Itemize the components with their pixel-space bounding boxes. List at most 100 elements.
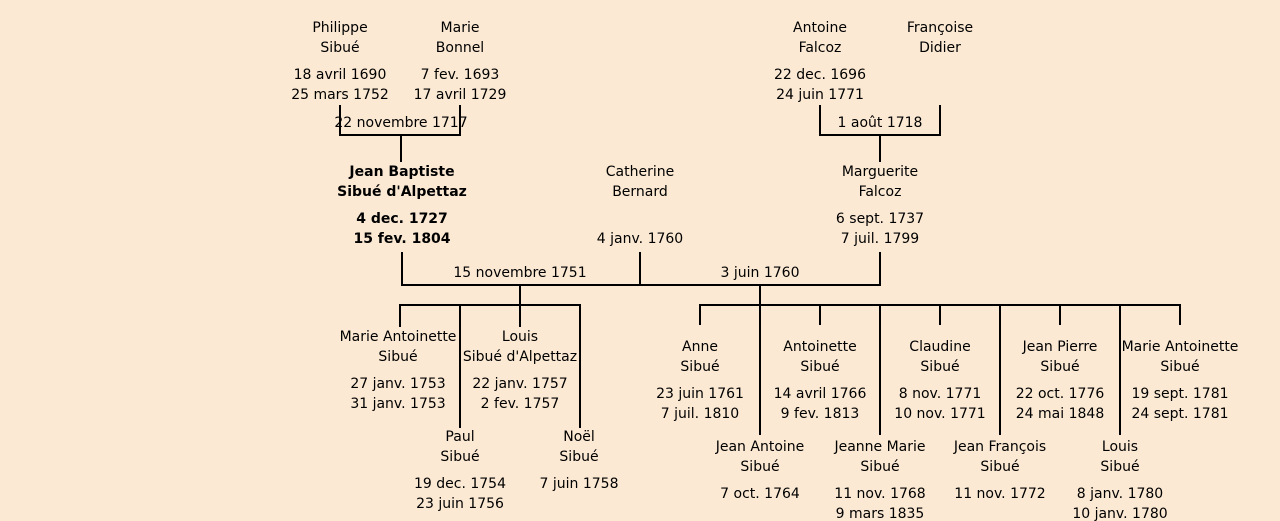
person-name: Louis (501, 329, 539, 345)
connector-line (999, 304, 1001, 435)
person-francoise-didier: Françoise Didier (907, 18, 973, 58)
birth-date: 7 fev. 1693 (420, 67, 500, 83)
person-name: Marguerite (841, 164, 919, 180)
birth-date: 22 oct. 1776 (1015, 386, 1105, 402)
spacer (340, 367, 457, 374)
person-surname: Sibué d'Alpettaz (462, 349, 578, 365)
person-claudine-sibue: Claudine Sibué 8 nov. 1771 10 nov. 1771 (894, 337, 985, 424)
person-surname: Sibué (1040, 359, 1080, 375)
connector-line (879, 304, 881, 435)
death-date: 23 juin 1756 (416, 496, 504, 512)
person-surname: Sibué (378, 349, 418, 365)
death-date (716, 504, 805, 521)
person-marie-antoinette-sibue-1753: Marie Antoinette Sibué 27 janv. 1753 31 … (340, 327, 457, 414)
person-surname: Falcoz (798, 40, 842, 56)
person-surname: Sibué (559, 449, 599, 465)
birth-date: 19 sept. 1781 (1131, 386, 1229, 402)
person-name: Jean Baptiste (349, 164, 455, 180)
person-jean-pierre-sibue: Jean Pierre Sibué 22 oct. 1776 24 mai 18… (1016, 337, 1105, 424)
birth-date: 11 nov. 1768 (834, 486, 926, 502)
person-surname: Sibué (1100, 459, 1140, 475)
spacer (463, 367, 577, 374)
person-surname: Sibué (980, 459, 1020, 475)
connector-line (939, 105, 941, 135)
birth-date: 8 nov. 1771 (898, 386, 982, 402)
person-jean-francois-sibue: Jean François Sibué 11 nov. 1772 (954, 437, 1046, 521)
birth-date: 22 janv. 1757 (472, 376, 568, 392)
person-name: Jean Antoine (715, 439, 805, 455)
person-surname: Sibué (1160, 359, 1200, 375)
marriage-date-philippe-marie: 22 novembre 1717 (334, 115, 468, 131)
person-name: Marie Antoinette (1121, 339, 1239, 355)
person-name: Marie Antoinette (339, 329, 457, 345)
person-surname: Falcoz (858, 184, 902, 200)
person-name: Jean Pierre (1022, 339, 1098, 355)
birth-date: 14 avril 1766 (773, 386, 867, 402)
person-name: Catherine (605, 164, 675, 180)
death-date: 25 mars 1752 (291, 87, 389, 103)
birth-date: 18 avril 1690 (293, 67, 387, 83)
person-philippe-sibue: Philippe Sibué 18 avril 1690 25 mars 175… (291, 18, 389, 105)
birth-date: 7 juin 1758 (539, 476, 619, 492)
spacer (834, 477, 925, 484)
spacer (540, 467, 619, 474)
birth-date: 8 janv. 1780 (1076, 486, 1164, 502)
person-noel-sibue: Noël Sibué 7 juin 1758 (540, 427, 619, 514)
person-paul-sibue: Paul Sibué 19 dec. 1754 23 juin 1756 (414, 427, 506, 514)
birth-date: 7 oct. 1764 (720, 486, 800, 502)
person-jean-baptiste-sibue-dalpettaz: Jean Baptiste Sibué d'Alpettaz 4 dec. 17… (337, 162, 467, 249)
connector-line (339, 105, 341, 135)
person-name: Marie (440, 20, 480, 36)
connector-line (519, 304, 521, 327)
person-name: Anne (682, 339, 718, 355)
connector-line (401, 252, 403, 286)
death-date: 24 sept. 1781 (1131, 406, 1229, 422)
person-marie-bonnel: Marie Bonnel 7 fev. 1693 17 avril 1729 (414, 18, 507, 105)
birth-date: 23 juin 1761 (656, 386, 744, 402)
birth-date: 4 dec. 1727 (356, 211, 448, 227)
death-date: 9 mars 1835 (835, 506, 925, 521)
person-surname: Sibué (920, 359, 960, 375)
marriage-date-jeanbaptiste-catherine: 15 novembre 1751 (453, 265, 587, 281)
spacer (291, 58, 389, 65)
person-antoine-falcoz: Antoine Falcoz 22 dec. 1696 24 juin 1771 (774, 18, 866, 105)
connector-line (519, 284, 521, 306)
person-marie-antoinette-sibue-1781: Marie Antoinette Sibué 19 sept. 1781 24 … (1122, 337, 1239, 424)
person-name: Louis (1101, 439, 1139, 455)
birth-date: 19 dec. 1754 (414, 476, 506, 492)
connector-line (1179, 304, 1181, 325)
connector-line (459, 304, 461, 428)
connector-line (939, 304, 941, 325)
birth-date: 11 nov. 1772 (954, 486, 1046, 502)
connector-line (400, 134, 402, 162)
death-date: 7 juil. 1810 (660, 406, 740, 422)
death-date: 2 fev. 1757 (480, 396, 560, 412)
spacer (597, 202, 683, 209)
person-surname: Sibué d'Alpettaz (337, 184, 467, 200)
person-anne-sibue: Anne Sibué 23 juin 1761 7 juil. 1810 (656, 337, 744, 424)
person-louis-sibue-dalpettaz: Louis Sibué d'Alpettaz 22 janv. 1757 2 f… (463, 327, 577, 414)
person-surname: Sibué (320, 40, 360, 56)
connector-line (1119, 304, 1121, 435)
spacer (414, 467, 506, 474)
death-date: 24 mai 1848 (1015, 406, 1105, 422)
death-date: 17 avril 1729 (413, 87, 507, 103)
death-date (954, 504, 1046, 521)
spacer (894, 377, 985, 384)
spacer (774, 58, 866, 65)
person-name: Noël (563, 429, 595, 445)
connector-line (639, 252, 641, 286)
person-marguerite-falcoz: Marguerite Falcoz 6 sept. 1737 7 juil. 1… (836, 162, 924, 249)
person-catherine-bernard: Catherine Bernard 4 janv. 1760 (597, 162, 683, 249)
spacer (774, 377, 867, 384)
person-surname: Sibué (800, 359, 840, 375)
person-surname: Didier (919, 40, 961, 56)
death-date (540, 494, 619, 514)
spacer (954, 477, 1046, 484)
connector-line (819, 304, 821, 325)
person-name: Jean François (953, 439, 1047, 455)
connector-line (399, 304, 401, 327)
connector-line (459, 105, 461, 135)
death-date: 10 nov. 1771 (894, 406, 986, 422)
birth-date: 27 janv. 1753 (350, 376, 446, 392)
